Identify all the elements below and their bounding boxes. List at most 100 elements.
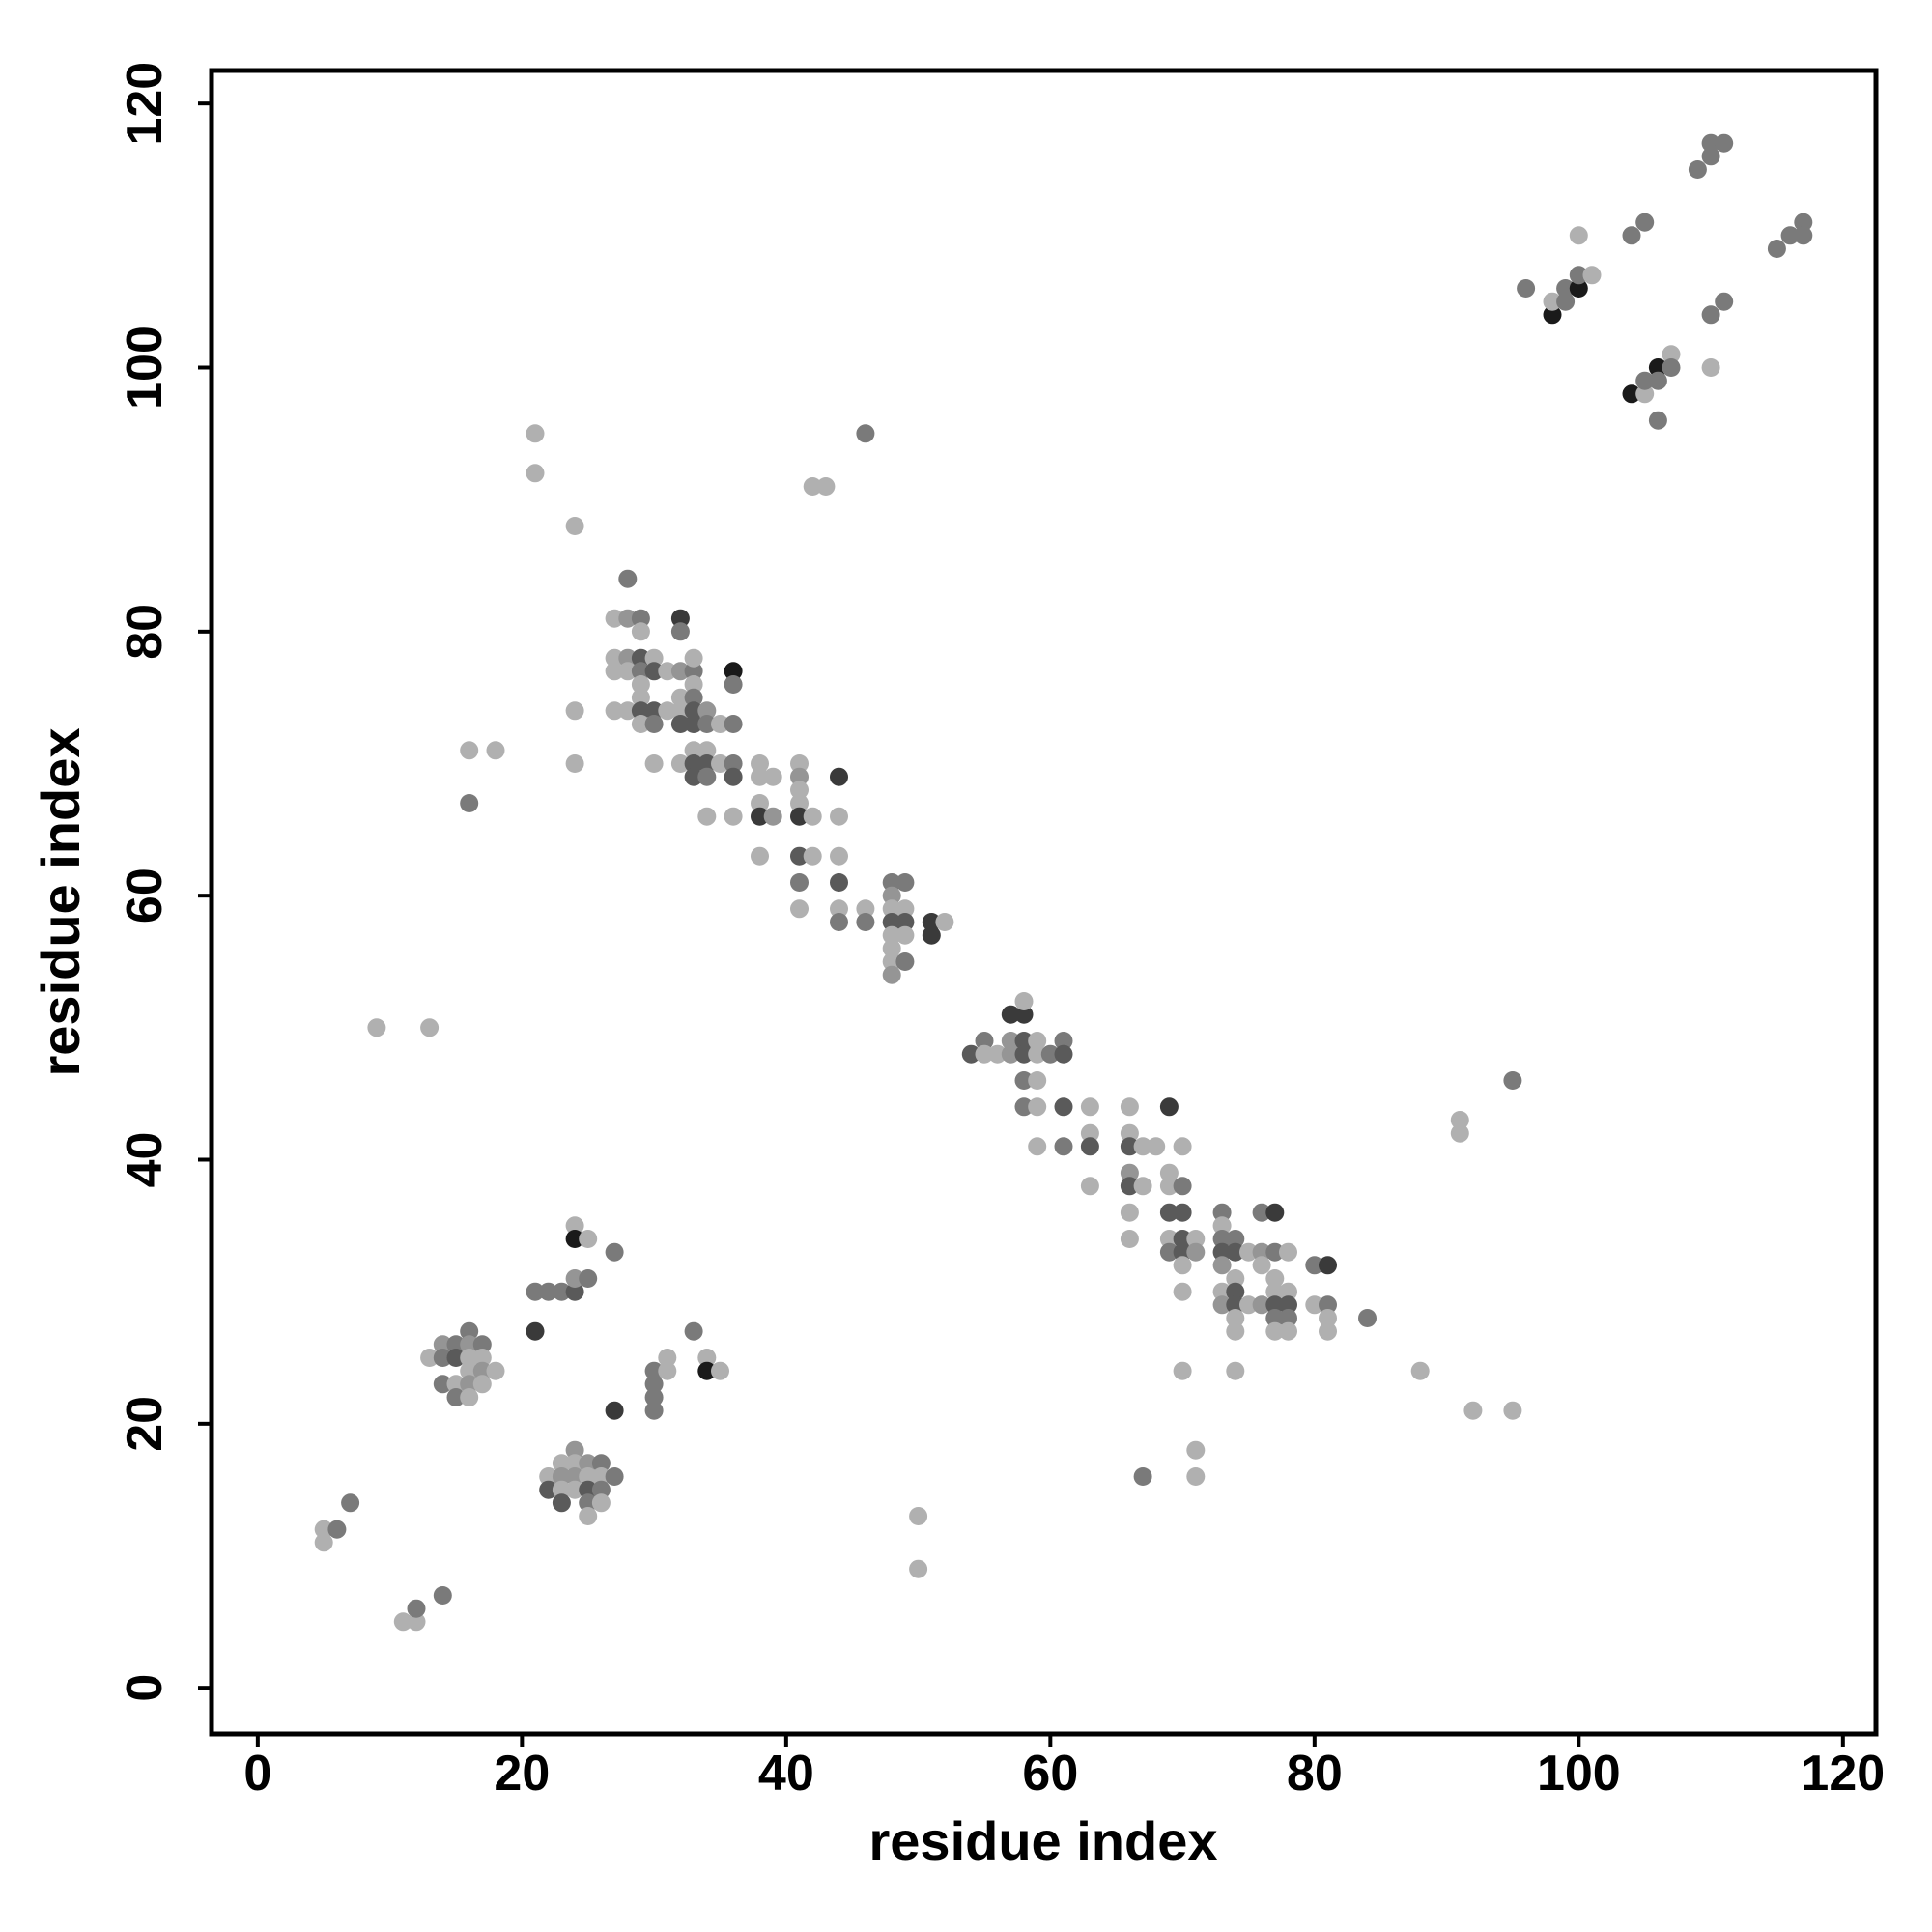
data-point xyxy=(895,913,915,931)
data-point xyxy=(684,767,703,786)
data-point xyxy=(1450,1111,1469,1129)
data-point xyxy=(618,701,638,721)
data-point xyxy=(1226,1361,1245,1380)
data-point xyxy=(1794,226,1813,245)
x-axis-title: residue index xyxy=(868,1810,1217,1871)
data-point xyxy=(644,1388,664,1406)
data-point xyxy=(565,1480,584,1499)
data-point xyxy=(446,1335,466,1354)
data-point xyxy=(460,1388,479,1406)
data-point xyxy=(1159,1163,1179,1182)
data-point xyxy=(763,767,782,786)
data-point xyxy=(830,807,848,826)
data-point xyxy=(856,913,875,931)
data-point xyxy=(644,648,664,668)
data-point xyxy=(670,609,690,628)
data-point xyxy=(751,794,769,812)
data-point xyxy=(1173,1242,1192,1262)
data-point xyxy=(1014,1044,1034,1064)
data-point xyxy=(605,1242,624,1262)
data-point xyxy=(1265,1295,1285,1315)
data-point xyxy=(1265,1269,1285,1288)
data-point xyxy=(433,1349,452,1367)
data-point xyxy=(697,1361,717,1380)
data-point xyxy=(618,609,638,628)
data-point xyxy=(1080,1097,1099,1117)
data-point xyxy=(670,701,690,721)
data-point xyxy=(327,1520,347,1539)
data-point xyxy=(697,1349,717,1367)
data-point xyxy=(670,662,690,681)
data-point xyxy=(1662,358,1681,377)
data-point xyxy=(1252,1242,1271,1262)
data-point xyxy=(658,1349,677,1367)
data-point xyxy=(1040,1044,1060,1064)
x-axis: 0 20 40 60 80 100 120 xyxy=(243,1734,1885,1802)
data-point xyxy=(579,1480,598,1499)
data-point xyxy=(446,1349,466,1367)
data-point xyxy=(644,662,664,681)
data-point xyxy=(565,1230,584,1248)
data-point xyxy=(644,1375,664,1394)
data-point xyxy=(446,1375,466,1394)
data-point xyxy=(565,1467,584,1486)
data-point xyxy=(631,609,650,628)
data-point xyxy=(486,741,505,760)
data-point xyxy=(961,1044,980,1064)
data-point xyxy=(1028,1137,1047,1156)
data-point xyxy=(1226,1242,1245,1262)
data-point xyxy=(830,846,848,866)
data-point xyxy=(882,886,901,905)
data-point xyxy=(1252,1256,1271,1275)
data-point xyxy=(724,754,743,773)
data-point xyxy=(1648,358,1667,377)
data-point xyxy=(1767,240,1786,258)
data-point xyxy=(724,715,743,733)
data-point xyxy=(341,1493,360,1513)
data-point xyxy=(1543,305,1562,325)
data-point xyxy=(552,1282,571,1301)
data-point xyxy=(591,1467,611,1486)
data-point xyxy=(751,754,769,773)
data-point xyxy=(1226,1230,1245,1248)
data-point xyxy=(1279,1321,1297,1341)
data-point xyxy=(1252,1203,1271,1222)
data-point xyxy=(579,1269,598,1288)
data-point xyxy=(856,424,875,443)
data-point xyxy=(1701,133,1720,153)
data-point xyxy=(631,675,650,694)
data-point xyxy=(565,701,584,721)
data-point xyxy=(605,1467,624,1486)
data-point xyxy=(579,1467,598,1486)
data-point xyxy=(526,1321,545,1341)
data-point xyxy=(1186,1467,1206,1486)
data-point xyxy=(1133,1177,1152,1196)
data-point xyxy=(684,675,703,694)
data-point xyxy=(618,569,638,588)
data-point xyxy=(658,1361,677,1380)
data-point xyxy=(1014,1071,1034,1090)
data-point xyxy=(803,477,822,496)
data-point xyxy=(909,1559,928,1578)
data-point xyxy=(472,1335,492,1354)
data-point xyxy=(1159,1097,1179,1117)
data-point xyxy=(1410,1361,1430,1380)
data-point xyxy=(1173,1361,1192,1380)
data-point xyxy=(1173,1282,1192,1301)
data-point xyxy=(1014,1032,1034,1050)
data-point xyxy=(975,1044,994,1064)
data-point xyxy=(565,1454,584,1473)
data-point xyxy=(684,715,703,733)
data-point xyxy=(1001,1044,1020,1064)
data-point xyxy=(1120,1123,1139,1143)
data-point xyxy=(314,1520,333,1539)
data-point xyxy=(460,1335,479,1354)
data-point xyxy=(565,1216,584,1236)
data-point xyxy=(1569,266,1588,285)
data-point xyxy=(751,807,769,826)
data-point xyxy=(1543,292,1562,311)
data-point xyxy=(1319,1295,1337,1315)
y-axis: 0 20 40 60 80 100 120 xyxy=(117,62,212,1702)
data-point xyxy=(684,688,703,707)
